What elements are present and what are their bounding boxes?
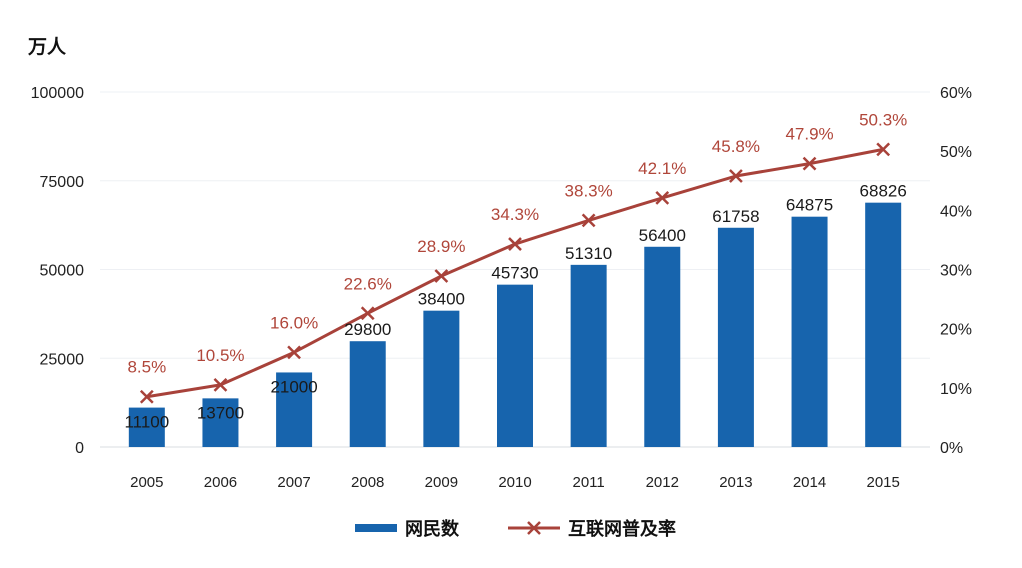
- line-point-marker: [802, 156, 817, 171]
- legend-label-users: 网民数: [405, 518, 460, 540]
- bar-data-label: 51310: [565, 244, 612, 263]
- line-data-label: 8.5%: [127, 358, 166, 377]
- y-left-tick-label: 0: [75, 440, 84, 457]
- y-right-tick-label: 40%: [940, 203, 972, 220]
- line-point-marker: [139, 389, 154, 404]
- bar: [202, 398, 239, 447]
- line-data-label: 22.6%: [344, 274, 392, 293]
- x-tick-label: 2011: [573, 474, 605, 491]
- bar-data-label: 45730: [491, 264, 538, 283]
- x-tick-label: 2006: [204, 474, 237, 491]
- bar-data-label: 61758: [712, 207, 759, 226]
- bar-data-label: 13700: [197, 403, 244, 422]
- bar: [128, 407, 165, 447]
- bar-data-label: 64875: [786, 196, 833, 215]
- line-point-marker: [213, 377, 228, 392]
- x-tick-label: 2009: [425, 474, 458, 491]
- bar: [497, 284, 533, 447]
- line-data-label: 50.3%: [859, 110, 907, 129]
- line-point-marker: [655, 191, 670, 205]
- line-point-marker: [287, 345, 301, 360]
- legend-bar-swatch: [355, 524, 397, 532]
- bar-data-label: 56400: [639, 226, 686, 245]
- y-right-tick-label: 50%: [940, 144, 972, 161]
- line-data-label: 10.5%: [196, 346, 244, 365]
- bar-data-label: 11100: [124, 413, 169, 432]
- y-right-tick-label: 10%: [940, 381, 972, 398]
- line-point-marker: [434, 269, 449, 283]
- y-left-tick-label: 50000: [40, 263, 85, 280]
- y-right-tick-label: 30%: [940, 263, 972, 280]
- bar: [276, 372, 313, 447]
- line-data-label: 42.1%: [638, 159, 686, 178]
- line-point-marker: [729, 169, 743, 183]
- x-tick-label: 2014: [793, 474, 826, 491]
- bar-data-label: 29800: [344, 320, 391, 339]
- line-data-label: 45.8%: [712, 137, 760, 156]
- y-axis-unit-label: 万人: [27, 36, 67, 58]
- bar: [717, 227, 754, 447]
- y-right-tick-label: 20%: [940, 322, 972, 339]
- bar-data-label: 38400: [418, 290, 465, 309]
- bar-data-label: 21000: [270, 377, 317, 396]
- x-tick-label: 2010: [498, 474, 531, 491]
- line-data-label: 16.0%: [270, 313, 318, 332]
- bar: [570, 264, 607, 447]
- bar-data-label: 68826: [860, 182, 907, 201]
- bar: [349, 341, 386, 447]
- line-point-marker: [876, 142, 891, 157]
- line-data-label: 28.9%: [417, 237, 465, 256]
- x-tick-label: 2005: [130, 474, 163, 491]
- legend-x-marker: [527, 521, 541, 535]
- line-data-label: 38.3%: [565, 181, 613, 200]
- line-point-marker: [581, 213, 596, 228]
- x-tick-label: 2008: [351, 474, 384, 491]
- x-tick-label: 2012: [646, 474, 679, 491]
- line-data-label: 34.3%: [491, 205, 539, 224]
- x-tick-label: 2007: [277, 474, 310, 491]
- x-tick-label: 2015: [866, 474, 899, 491]
- line-point-marker: [508, 237, 522, 251]
- bar: [865, 202, 902, 447]
- y-left-tick-label: 100000: [31, 85, 84, 102]
- line-point-marker: [360, 306, 375, 321]
- bar: [791, 216, 828, 447]
- legend-label-rate: 互联网普及率: [568, 518, 676, 540]
- y-right-tick-label: 0%: [940, 440, 963, 457]
- y-left-tick-label: 75000: [40, 174, 85, 191]
- y-right-tick-label: 60%: [940, 85, 972, 102]
- bar: [423, 310, 460, 447]
- line-data-label: 47.9%: [785, 125, 833, 144]
- bar: [644, 246, 681, 447]
- y-left-tick-label: 25000: [40, 351, 85, 368]
- x-tick-label: 2013: [719, 474, 752, 491]
